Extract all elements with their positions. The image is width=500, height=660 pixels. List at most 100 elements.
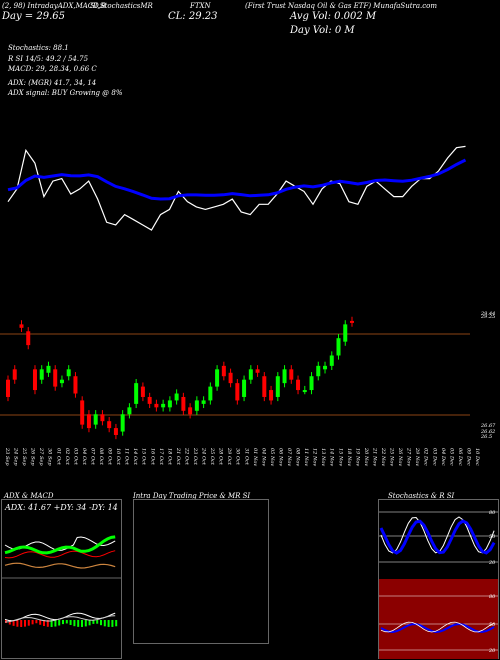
macd-histogram-bar — [81, 620, 83, 627]
date-tick-label: 01 Oct — [55, 448, 61, 466]
date-tick-label: 03 Oct — [72, 448, 78, 466]
date-tick-label: 13 Nov — [320, 448, 326, 466]
stoch-d-line — [379, 519, 496, 555]
date-tick-label: 06 Dec — [457, 448, 463, 466]
date-tick-label: 30 Oct — [235, 448, 241, 466]
candle-body — [147, 396, 152, 404]
rsi-smooth-line — [380, 622, 495, 634]
date-tick-label: 11 Nov — [303, 448, 309, 466]
candle-body — [6, 379, 10, 397]
macd-histogram-bar — [16, 620, 19, 627]
adx-macd-panel — [1, 499, 122, 659]
date-tick-label: 05 Dec — [448, 448, 454, 466]
macd-readout: MACD: 29, 28.34, 0.66 C — [8, 65, 97, 73]
rsi-line — [380, 621, 495, 633]
candle-body — [26, 331, 31, 346]
candle-body — [309, 376, 314, 391]
macd-histogram-bar — [73, 620, 76, 627]
close-price-label: CL: 29.23 — [168, 11, 218, 22]
price-line — [7, 145, 466, 231]
candle-body — [86, 414, 91, 429]
candle-body — [80, 400, 85, 425]
date-tick-label: 08 Oct — [98, 448, 104, 466]
candle-body — [221, 365, 226, 377]
adx-macd-title: ADX & MACD — [4, 492, 54, 500]
date-tick-label: 15 Oct — [141, 448, 147, 466]
date-tick-label: 09 Dec — [466, 448, 472, 466]
candle-body — [350, 320, 354, 323]
candle-body — [19, 324, 24, 328]
date-tick-label: 23 Oct — [192, 447, 198, 466]
candle-body — [248, 369, 253, 380]
date-tick-label: 02 Oct — [64, 448, 70, 466]
candle-body — [39, 369, 44, 380]
candle-body — [140, 386, 145, 397]
candle-body — [262, 376, 267, 397]
date-tick-label: 15 Nov — [337, 448, 343, 466]
candle-body — [316, 365, 321, 377]
price-level-label: 26.67 — [480, 423, 496, 429]
date-tick-label: 18 Nov — [346, 448, 352, 466]
header-segment-3: (First Trust Nasdaq Oil & Gas ETF) Munaf… — [245, 2, 438, 10]
candle-body — [100, 414, 105, 422]
macd-histogram-bar — [27, 620, 30, 626]
macd-histogram-bar — [50, 620, 53, 627]
date-tick-label: 04 Nov — [260, 448, 266, 466]
price-level-label: 26.62 — [480, 429, 495, 435]
macd-histogram-bar — [35, 620, 38, 624]
candle-body — [46, 365, 51, 373]
rsi-readout: R SI 14/5: 49.2 / 54.75 — [8, 55, 89, 63]
day-volume-label: Day Vol: 0 M — [290, 25, 355, 36]
candle-body — [59, 379, 64, 384]
macd-histogram-bar — [92, 620, 95, 624]
ema-line — [7, 158, 467, 201]
macd-histogram-bar — [96, 620, 99, 624]
candle-body — [228, 372, 233, 384]
date-tick-label: 21 Oct — [175, 447, 181, 466]
date-tick-label: 26 Nov — [397, 447, 403, 466]
date-tick-label: 25 Oct — [209, 447, 215, 466]
header-segment-2: FTXN — [190, 2, 211, 10]
candle-body — [73, 376, 78, 394]
stoch-bg — [379, 500, 498, 578]
adx-panel-readout: ADX: 41.67 +DY: 34 -DY: 14 — [5, 503, 118, 512]
rsi-level-label: 80 — [489, 594, 496, 600]
candle-body — [167, 400, 172, 408]
date-tick-label: 10 Dec — [474, 448, 480, 466]
date-tick-label: 27 Sep — [38, 447, 44, 466]
date-tick-label: 29 Oct — [226, 447, 232, 466]
macd-histogram-bar — [58, 620, 61, 626]
candle-body — [296, 379, 301, 391]
candle-body — [107, 421, 112, 429]
candle-body — [113, 428, 118, 435]
date-tick-label: 31 Oct — [243, 448, 249, 466]
macd-histogram-bar — [115, 620, 118, 627]
date-tick-label: 24 Sep — [13, 447, 19, 466]
macd-histogram-bar — [62, 620, 64, 625]
date-tick-label: 06 Nov — [278, 448, 284, 466]
macd-histogram-bar — [77, 620, 80, 627]
adx-line — [4, 535, 116, 555]
date-tick-label: 07 Oct — [90, 448, 96, 466]
candle-body — [194, 400, 199, 411]
date-tick-label: 22 Nov — [380, 447, 386, 466]
date-tick-label: 07 Nov — [286, 448, 292, 466]
rsi-level-label: 50 — [489, 622, 496, 628]
date-tick-label: 25 Nov — [389, 447, 395, 466]
header-segment-1: SI,StochasticsMR — [90, 2, 153, 10]
minus-di-line — [4, 550, 116, 559]
adx-avg-line — [4, 562, 116, 569]
date-tick-label: 03 Dec — [431, 448, 437, 466]
candle-body — [120, 414, 125, 432]
candle-body — [269, 390, 274, 401]
date-tick-label: 10 Oct — [115, 448, 121, 466]
date-tick-label: 05 Nov — [269, 448, 275, 466]
date-tick-label: 25 Sep — [21, 447, 27, 466]
macd-histogram-bar — [8, 620, 11, 625]
candle-body — [12, 369, 17, 380]
candle-body — [66, 369, 71, 377]
price-level-label: 26.5 — [480, 434, 492, 440]
macd-signal-line — [4, 615, 116, 623]
macd-histogram-bar — [103, 620, 106, 627]
